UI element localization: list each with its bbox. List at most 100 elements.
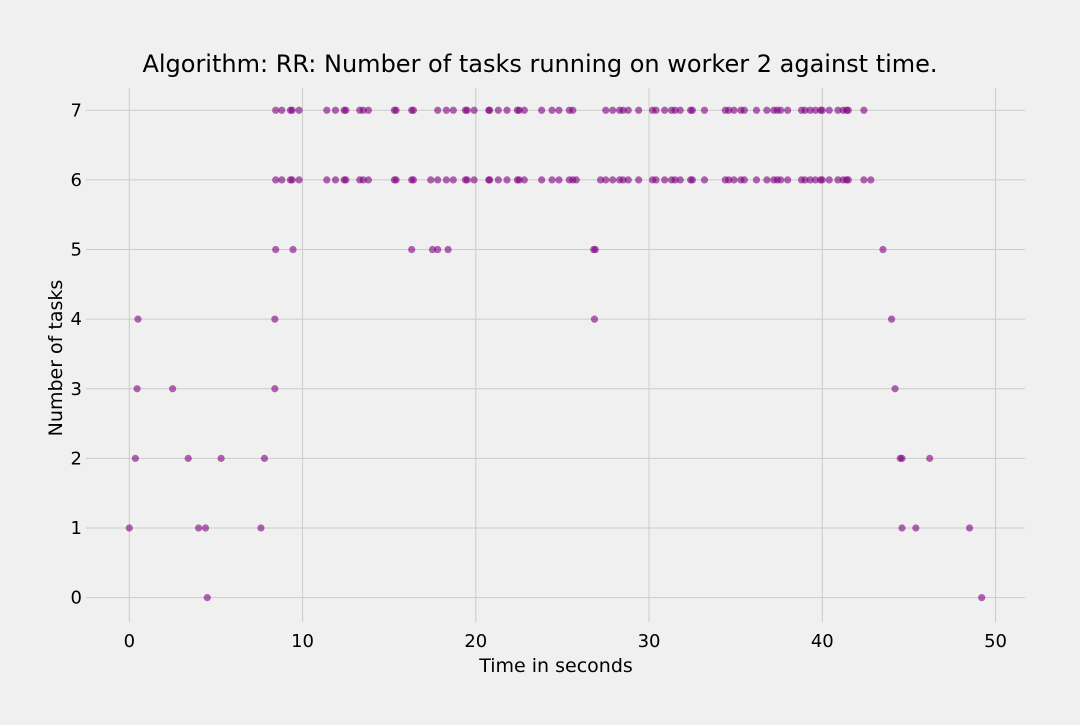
y-tick-label: 6 bbox=[71, 170, 82, 191]
scatter-point bbox=[289, 245, 297, 254]
scatter-point bbox=[596, 176, 605, 184]
scatter-point bbox=[257, 524, 265, 532]
scatter-point bbox=[470, 176, 478, 184]
scatter-point bbox=[442, 106, 450, 114]
scatter-point bbox=[912, 524, 920, 532]
scatter-point bbox=[449, 106, 457, 114]
scatter-point bbox=[342, 106, 350, 114]
scatter-point bbox=[538, 176, 546, 184]
scatter-point bbox=[364, 106, 372, 114]
scatter-point bbox=[740, 106, 748, 114]
scatter-point bbox=[898, 454, 906, 462]
scatter-point bbox=[323, 176, 331, 184]
scatter-point bbox=[818, 176, 826, 184]
scatter-point bbox=[434, 245, 442, 254]
scatter-point bbox=[602, 176, 610, 184]
scatter-point bbox=[811, 176, 819, 184]
scatter-point bbox=[860, 176, 868, 184]
scatter-point bbox=[676, 176, 684, 184]
data-points bbox=[125, 106, 986, 602]
scatter-point bbox=[271, 385, 279, 393]
x-tick-label: 0 bbox=[124, 631, 135, 652]
scatter-point bbox=[272, 106, 280, 114]
y-axis-label: Number of tasks bbox=[45, 280, 67, 437]
scatter-point bbox=[409, 106, 418, 114]
scatter-point bbox=[548, 106, 556, 114]
scatter-point bbox=[195, 524, 203, 532]
scatter-point bbox=[494, 106, 502, 114]
x-axis-label: Time in seconds bbox=[478, 655, 633, 677]
scatter-point bbox=[844, 176, 852, 184]
scatter-point bbox=[752, 106, 761, 114]
scatter-point bbox=[278, 106, 286, 114]
scatter-point bbox=[463, 106, 471, 114]
scatter-point bbox=[278, 176, 286, 184]
scatter-point bbox=[515, 176, 523, 184]
scatter-point bbox=[619, 176, 627, 184]
chart-title: Algorithm: RR: Number of tasks running o… bbox=[142, 50, 937, 78]
scatter-point bbox=[671, 106, 679, 114]
scatter-point bbox=[427, 176, 435, 184]
scatter-point bbox=[671, 176, 679, 184]
scatter-point bbox=[609, 176, 617, 184]
scatter-point bbox=[661, 176, 669, 184]
scatter-point bbox=[784, 106, 792, 114]
scatter-point bbox=[434, 106, 442, 114]
scatter-point bbox=[555, 176, 563, 184]
scatter-point bbox=[295, 176, 303, 184]
x-tick-label: 20 bbox=[464, 631, 487, 652]
y-tick-label: 0 bbox=[71, 588, 82, 609]
scatter-point bbox=[485, 176, 493, 184]
scatter-point bbox=[520, 106, 528, 114]
scatter-point bbox=[609, 106, 617, 114]
x-tick-label: 50 bbox=[984, 631, 1007, 652]
scatter-point bbox=[867, 176, 875, 184]
scatter-point bbox=[965, 524, 974, 532]
scatter-point bbox=[777, 176, 785, 184]
scatter-point bbox=[801, 106, 809, 114]
scatter-point bbox=[260, 454, 269, 462]
scatter-point bbox=[891, 385, 899, 393]
scatter-point bbox=[569, 106, 577, 114]
scatter-point bbox=[652, 176, 660, 184]
scatter-point bbox=[272, 245, 280, 254]
scatter-point bbox=[392, 106, 400, 114]
scatter-point bbox=[442, 176, 450, 184]
scatter-point bbox=[494, 176, 502, 184]
scatter-point bbox=[926, 454, 934, 462]
scatter-point bbox=[288, 106, 296, 114]
scatter-point bbox=[602, 106, 610, 114]
scatter-point bbox=[978, 594, 986, 602]
scatter-point bbox=[887, 315, 896, 323]
scatter-point bbox=[169, 385, 177, 393]
scatter-point bbox=[624, 106, 632, 114]
scatter-point bbox=[125, 524, 133, 532]
scatter-point bbox=[331, 176, 340, 184]
scatter-point bbox=[217, 454, 225, 462]
scatter-point bbox=[408, 245, 416, 254]
scatter-point bbox=[133, 385, 141, 393]
scatter-point bbox=[364, 176, 372, 184]
scatter-point bbox=[844, 106, 852, 114]
scatter-point bbox=[834, 106, 842, 114]
scatter-point bbox=[323, 106, 331, 114]
scatter-point bbox=[806, 106, 814, 114]
x-tick-label: 10 bbox=[291, 631, 314, 652]
scatter-point bbox=[538, 106, 546, 114]
scatter-point bbox=[635, 106, 643, 114]
scatter-point bbox=[288, 176, 296, 184]
scatter-point bbox=[342, 176, 350, 184]
scatter-point bbox=[555, 106, 563, 114]
scatter-point bbox=[700, 106, 709, 114]
scatter-point bbox=[392, 176, 400, 184]
scatter-point bbox=[652, 106, 660, 114]
scatter-point bbox=[203, 594, 211, 602]
scatter-point bbox=[898, 524, 906, 532]
scatter-point bbox=[271, 315, 279, 323]
y-tick-label: 1 bbox=[71, 518, 82, 539]
scatter-point bbox=[801, 176, 809, 184]
y-tick-label: 4 bbox=[71, 309, 82, 330]
scatter-point bbox=[763, 176, 771, 184]
